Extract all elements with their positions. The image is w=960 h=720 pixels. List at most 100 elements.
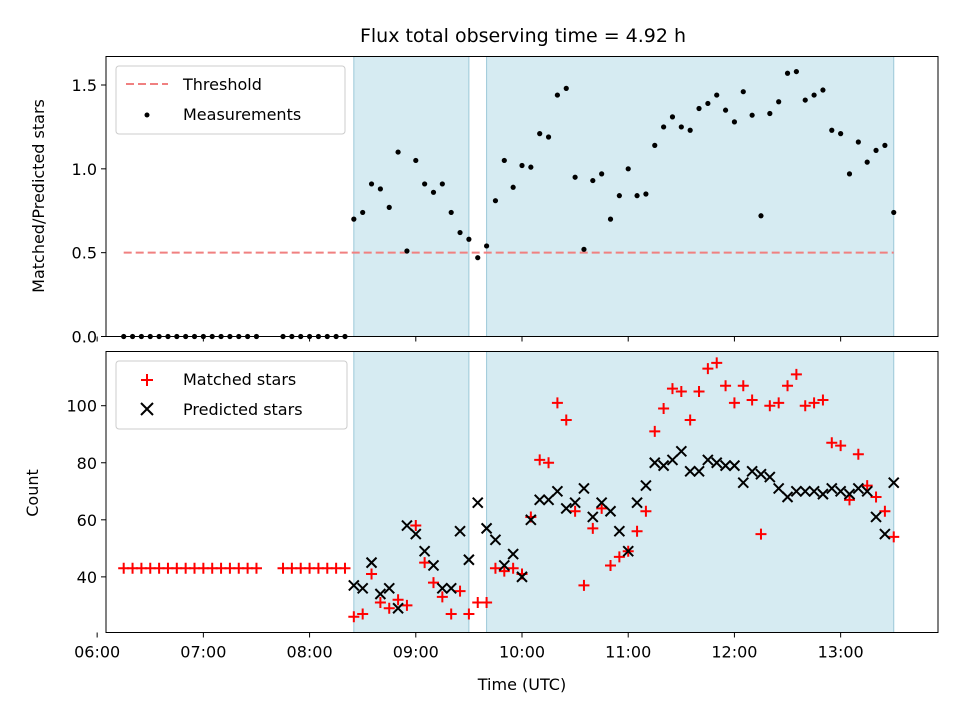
y-axis-label-count: Count bbox=[23, 469, 42, 517]
x-tick-label: 08:00 bbox=[287, 643, 333, 662]
matched-star-point bbox=[578, 579, 590, 591]
matched-star-point bbox=[560, 414, 572, 426]
predicted-star-point bbox=[463, 554, 475, 566]
predicted-star-point bbox=[356, 582, 369, 594]
matched-star-point bbox=[835, 440, 847, 452]
measurement-point bbox=[607, 216, 614, 222]
legend-measurements-label: Measurements bbox=[183, 105, 301, 124]
measurement-point bbox=[360, 209, 366, 216]
measurement-point bbox=[855, 139, 861, 145]
predicted-star-point bbox=[781, 491, 794, 503]
predicted-star-point bbox=[604, 505, 617, 517]
x-tick-label: 07:00 bbox=[180, 643, 226, 662]
predicted-star-point bbox=[454, 525, 466, 537]
matched-star-point bbox=[436, 591, 448, 603]
predicted-star-point bbox=[498, 559, 511, 572]
matched-star-point bbox=[410, 520, 422, 532]
matched-star-point bbox=[852, 448, 864, 460]
measurement-point bbox=[634, 193, 640, 199]
measurement-point bbox=[510, 184, 516, 190]
measurement-point bbox=[740, 89, 746, 95]
predicted-star-point bbox=[533, 494, 546, 506]
matched-star-point bbox=[419, 557, 431, 569]
matched-star-point bbox=[605, 559, 617, 571]
predicted-star-point bbox=[525, 514, 537, 526]
legend-measurements-swatch bbox=[144, 112, 150, 118]
matched-star-point bbox=[454, 585, 466, 597]
predicted-star-point bbox=[631, 496, 643, 509]
matched-star-point bbox=[879, 505, 891, 517]
measurement-point bbox=[386, 204, 392, 210]
matched-star-point bbox=[737, 380, 749, 392]
matched-star-point bbox=[587, 522, 599, 534]
measurement-point bbox=[616, 193, 622, 199]
predicted-star-point bbox=[595, 496, 608, 509]
predicted-star-point bbox=[401, 519, 413, 532]
matched-star-point bbox=[569, 505, 581, 517]
measurement-point bbox=[767, 110, 773, 117]
matched-star-point bbox=[427, 577, 439, 589]
count-panel: 40 60 80 100 06:00 07:00 08:00 09:00 10:00 11:00… bbox=[23, 351, 939, 694]
measurement-point bbox=[563, 85, 569, 91]
measurement-point bbox=[368, 181, 375, 187]
predicted-star-point bbox=[472, 496, 484, 509]
x-tick-label: 13:00 bbox=[818, 643, 864, 662]
y-tick-label: 40 bbox=[77, 568, 97, 587]
measurement-point bbox=[466, 236, 472, 242]
predicted-star-point bbox=[728, 459, 741, 472]
measurement-point bbox=[829, 127, 835, 133]
measurement-point bbox=[448, 209, 454, 216]
predicted-star-point bbox=[427, 559, 440, 572]
matched-star-point bbox=[551, 397, 563, 409]
x-tick-label: 06:00 bbox=[74, 643, 120, 662]
matched-star-point bbox=[755, 528, 767, 540]
matched-star-point bbox=[383, 602, 395, 614]
predicted-star-point bbox=[719, 459, 732, 472]
measurement-point bbox=[572, 174, 578, 180]
matched-star-point bbox=[702, 363, 714, 375]
x-tick-label: 12:00 bbox=[711, 643, 757, 662]
predicted-star-point bbox=[551, 485, 564, 497]
predicted-star-point bbox=[613, 525, 626, 537]
measurement-point bbox=[687, 127, 693, 133]
shaded-region bbox=[353, 56, 470, 337]
predicted-star-point bbox=[755, 468, 767, 480]
matched-star-point bbox=[631, 525, 643, 537]
matched-star-point bbox=[711, 357, 723, 369]
matched-star-point bbox=[790, 368, 802, 380]
measurement-point bbox=[820, 87, 826, 93]
predicted-star-point bbox=[666, 454, 679, 466]
measurement-point bbox=[793, 68, 799, 75]
measurement-point bbox=[705, 100, 711, 107]
matched-star-point bbox=[489, 562, 501, 574]
predicted-star-point bbox=[852, 482, 865, 495]
measurement-point bbox=[590, 177, 596, 184]
measurement-point bbox=[891, 209, 897, 216]
predicted-star-point bbox=[843, 488, 856, 500]
matched-star-point bbox=[498, 565, 510, 577]
measurement-point bbox=[776, 99, 782, 105]
measurement-point bbox=[528, 164, 534, 170]
x-tick-label: 09:00 bbox=[393, 643, 439, 662]
predicted-star-point bbox=[675, 445, 688, 458]
y-tick-label: 1.5 bbox=[72, 76, 97, 95]
measurement-point bbox=[784, 70, 791, 76]
measurement-point bbox=[377, 186, 383, 192]
legend-box bbox=[115, 65, 346, 135]
matched-star-point bbox=[596, 502, 608, 514]
matched-star-point bbox=[649, 425, 661, 437]
predicted-star-point bbox=[383, 582, 395, 594]
predicted-star-point bbox=[808, 485, 820, 497]
measurement-point bbox=[838, 131, 844, 137]
predicted-star-point bbox=[587, 511, 599, 523]
predicted-star-point bbox=[516, 571, 528, 583]
matched-star-point bbox=[401, 599, 413, 611]
matched-star-point bbox=[799, 400, 811, 412]
predicted-star-point bbox=[374, 588, 387, 600]
measurement-point bbox=[581, 246, 587, 252]
measurement-point bbox=[749, 112, 755, 118]
measurement-point bbox=[873, 147, 879, 153]
measurement-point bbox=[696, 105, 702, 112]
measurement-point bbox=[599, 171, 605, 177]
measurement-point bbox=[351, 216, 357, 222]
